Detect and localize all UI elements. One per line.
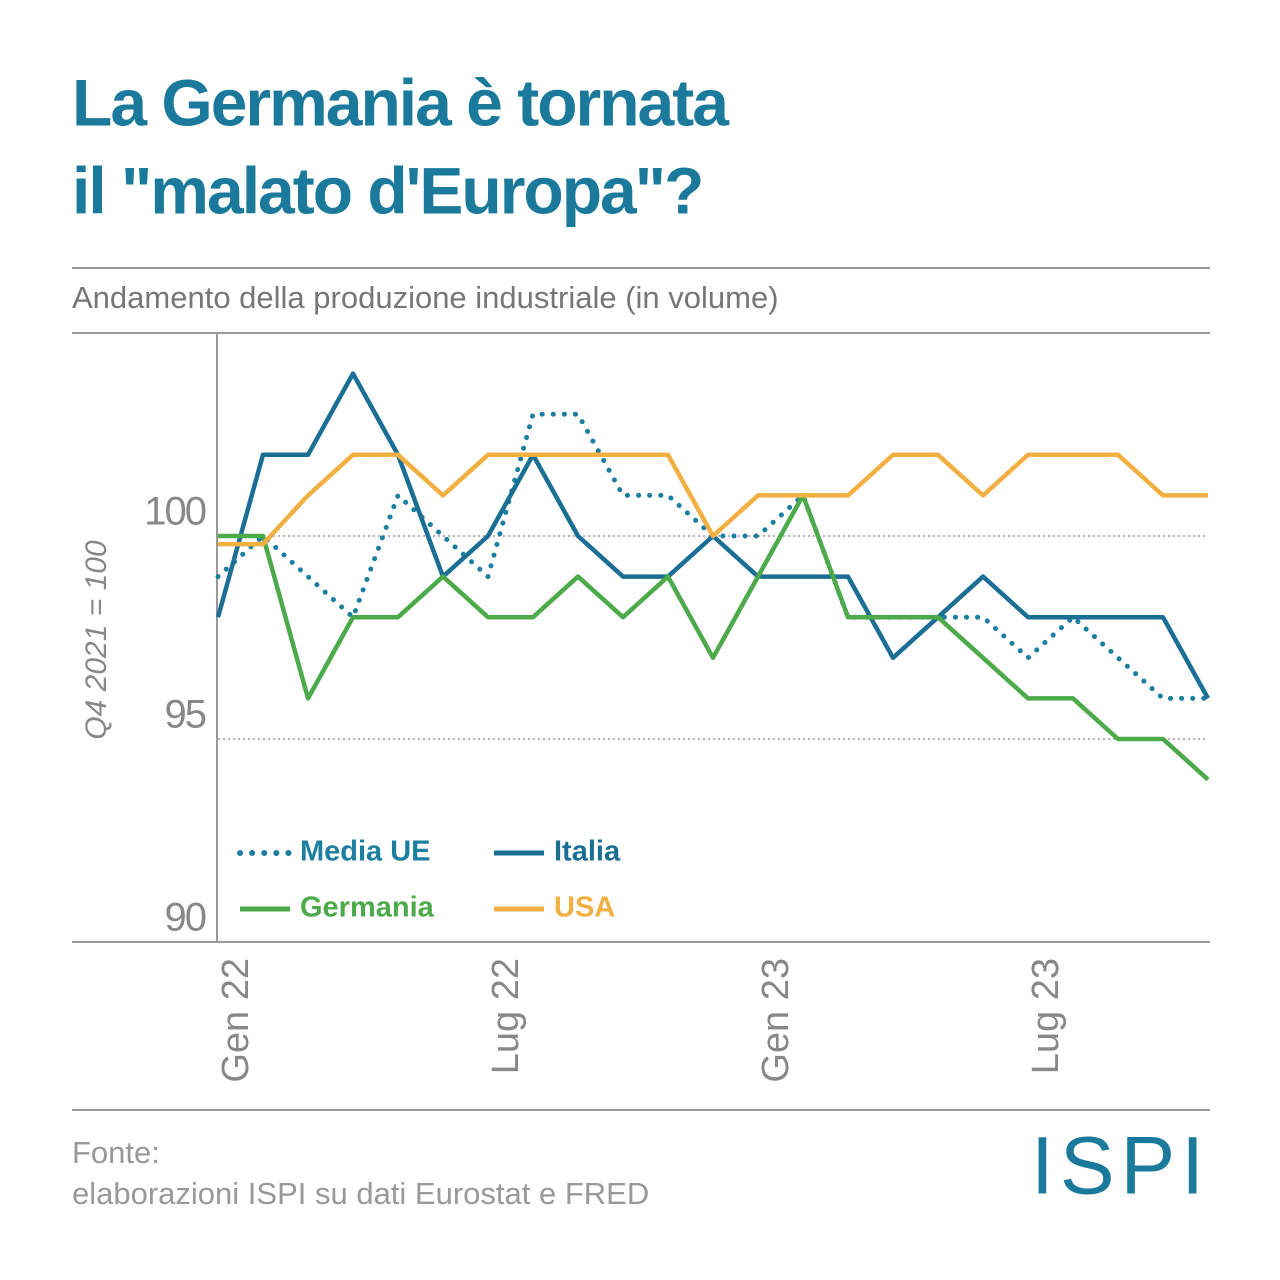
legend-label: Germania: [300, 892, 435, 924]
legend-label: Media UE: [300, 836, 431, 868]
y-tick-label: 100: [144, 490, 205, 534]
x-tick-label: Gen 22: [215, 958, 257, 1083]
series-line: [218, 452, 1208, 547]
series-line: [218, 493, 1210, 782]
x-tick-label: Lug 23: [1025, 958, 1067, 1074]
source: elaborazioni ISPI su dati Eurostat e FRE…: [72, 1176, 649, 1211]
x-tick-label: Gen 23: [755, 958, 797, 1083]
y-tick-label: 90: [165, 896, 206, 940]
chart-title: La Germania è tornata: [72, 65, 730, 139]
legend-label: USA: [554, 892, 615, 924]
logo: ISPI: [1031, 1121, 1210, 1212]
x-tick-label: Lug 22: [485, 958, 527, 1074]
legend-label: Italia: [554, 836, 621, 868]
y-axis-label: Q4 2021 = 100: [80, 540, 113, 740]
chart-subtitle: Andamento della produzione industriale (…: [72, 280, 779, 315]
chart-title: il "malato d'Europa"?: [72, 153, 702, 227]
source: Fonte:: [72, 1135, 160, 1170]
y-tick-label: 95: [165, 693, 206, 737]
